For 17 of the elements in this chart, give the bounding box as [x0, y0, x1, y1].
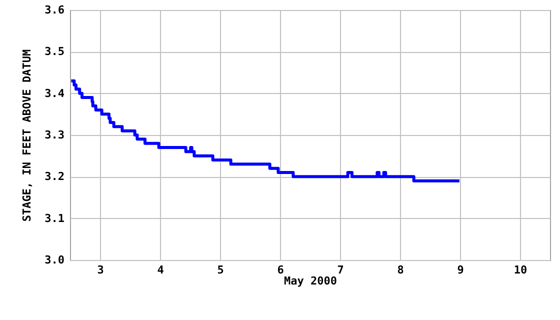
y-tick-label: 3.0 — [44, 254, 64, 266]
x-tick-label: 7 — [337, 264, 344, 276]
x-tick-label: 9 — [457, 264, 464, 276]
x-tick-label: 3 — [97, 264, 104, 276]
y-tick-label: 3.6 — [44, 4, 65, 16]
x-tick-label: 10 — [514, 264, 528, 276]
y-tick-label: 3.2 — [44, 170, 64, 184]
x-tick-label: 8 — [397, 264, 404, 276]
y-tick-label: 3.5 — [44, 45, 64, 58]
x-axis-title: May 2000 — [284, 274, 337, 288]
y-axis-title: STAGE, IN FEET ABOVE DATUM — [20, 49, 34, 222]
x-tick-label: 4 — [157, 264, 164, 276]
y-tick-label: 3.1 — [44, 212, 65, 225]
y-tick-label: 3.3 — [44, 128, 64, 142]
x-tick-label: 6 — [277, 264, 284, 276]
x-tick-label: 5 — [217, 264, 224, 276]
y-tick-label: 3.4 — [44, 86, 65, 100]
